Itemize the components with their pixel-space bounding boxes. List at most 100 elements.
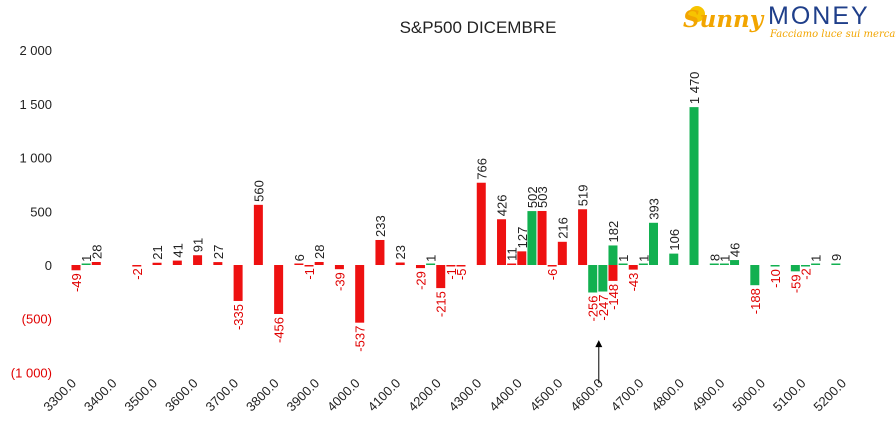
bar-green [527,211,537,265]
data-label: -2 [798,268,813,280]
data-label: -1 [302,268,317,280]
data-label: -215 [434,291,449,317]
y-tick-label: (1 000) [11,365,52,380]
bar-red [578,209,588,265]
bar-red [537,210,547,265]
bar-red [628,265,638,270]
x-tick-label: 3500.0 [121,376,160,415]
bar-green [800,265,810,267]
bar-red [446,265,456,267]
bar-red [557,241,567,265]
x-axis: 3300.0 3400.0 3500.0 3600.0 3700.0 3800.0 3900… [40,376,849,415]
data-label: 216 [555,217,570,239]
bar-red [233,265,243,301]
logo-sunny: Sunny [683,6,765,33]
data-label: 21 [150,245,165,259]
data-label: 11 [505,247,520,261]
data-label: -43 [626,273,641,292]
data-label: 519 [576,185,591,207]
data-label: 28 [312,245,327,259]
bar-green [426,263,436,265]
bar-green [831,263,841,265]
data-label: -2 [130,268,145,280]
annotation-arrow-head [595,340,603,348]
logo-tagline: Facciamo luce sui mercati [769,29,896,40]
bar-red [547,265,557,267]
data-label: -1 [444,268,459,280]
data-label: 502 [525,186,540,208]
data-label: -335 [231,304,246,330]
data-label: 182 [606,221,621,243]
data-label: -247 [596,295,611,321]
data-label: 766 [474,158,489,180]
y-tick-label: (500) [22,312,52,327]
bar-red [132,265,142,267]
bar-green [709,263,719,265]
bar-red [476,182,486,265]
x-tick-label: 4200.0 [405,376,444,415]
y-tick-label: 1 500 [19,97,52,112]
x-tick-label: 3800.0 [243,376,282,415]
bar-green [81,263,91,265]
data-label: 41 [170,243,185,257]
bar-red [91,261,101,265]
data-label: -39 [332,272,347,291]
data-label: -29 [413,271,428,290]
x-tick-label: 4100.0 [365,376,404,415]
data-label: -59 [788,274,803,293]
x-tick-label: 5200.0 [810,376,849,415]
data-label: -5 [454,269,469,281]
data-label: 1 [424,255,439,262]
data-label: -188 [748,288,763,314]
bar-red [294,263,304,265]
data-label: 233 [373,215,388,237]
x-tick-label: 4000.0 [324,376,363,415]
data-label: 1 470 [687,72,702,105]
x-tick-label: 3400.0 [81,376,120,415]
data-label: 1 [717,255,732,262]
bar-red [517,251,527,265]
x-tick-label: 5100.0 [770,376,809,415]
bar-green [649,222,658,265]
bar-green [730,260,740,265]
bar-red [213,262,223,265]
x-tick-label: 5000.0 [729,376,768,415]
y-axis: 2 000 1 500 1 000 500 0 (500) (1 000) [11,43,52,380]
x-tick-label: 4900.0 [689,376,728,415]
data-label: 127 [515,227,530,249]
bars [71,107,841,323]
data-label: -537 [353,326,368,352]
data-label: 28 [89,245,104,259]
bar-red [152,262,162,265]
data-label: 27 [211,245,226,259]
bar-green [598,265,608,292]
bar-red [193,255,203,265]
x-tick-label: 4500.0 [527,376,566,415]
data-label: 9 [829,254,844,261]
x-tick-label: 4600.0 [567,376,606,415]
bar-red [507,263,517,265]
data-label: 6 [292,254,307,261]
data-label: 426 [495,195,510,217]
bar-red [355,265,365,323]
bar-red [415,265,425,269]
data-label: 46 [728,243,743,257]
x-tick-label: 4800.0 [648,376,687,415]
bar-green [608,245,618,265]
bar-green [719,263,729,265]
bar-green [618,263,628,265]
y-tick-label: 1 000 [19,151,52,166]
x-tick-label: 3700.0 [203,376,242,415]
y-tick-label: 0 [45,258,52,273]
bar-green [638,263,648,265]
bar-red [436,265,446,289]
data-label: -148 [606,284,621,310]
data-label: 1 [809,255,824,262]
x-tick-label: 4400.0 [486,376,525,415]
bar-green [669,253,679,265]
bar-red [334,265,344,270]
data-label: -49 [69,273,84,292]
bar-red [375,239,385,265]
